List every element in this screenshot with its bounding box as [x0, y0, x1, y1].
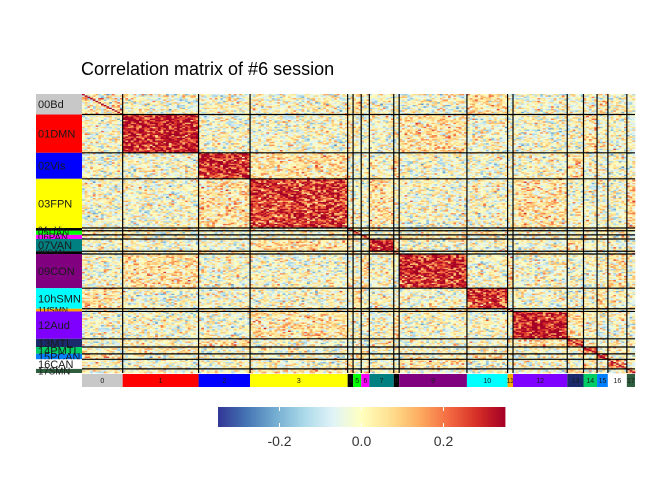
chart-title: Correlation matrix of #6 session — [81, 59, 334, 79]
matrix-cells — [82, 94, 635, 373]
